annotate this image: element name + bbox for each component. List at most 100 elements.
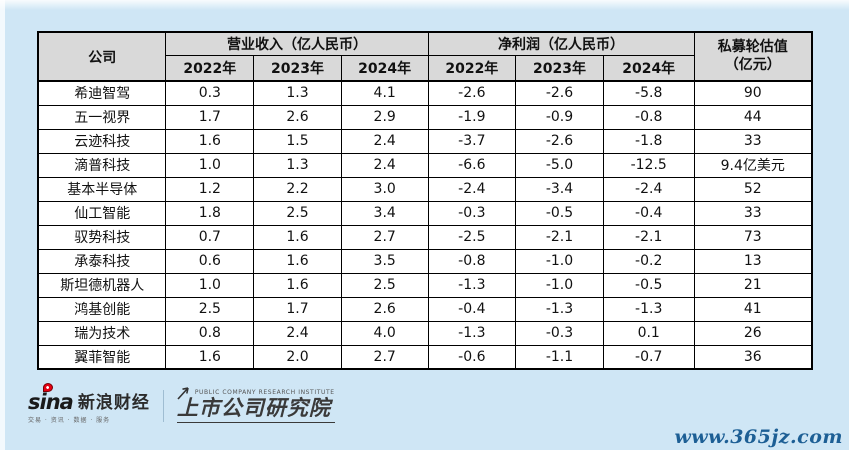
revenue-2022-cell: 0.6 <box>165 248 255 274</box>
left-edge-highlight <box>0 0 5 450</box>
profit-2022-cell: -1.3 <box>427 272 517 298</box>
footer-divider <box>162 390 164 422</box>
table-row: 五一视界 1.7 2.6 2.9 -1.9 -0.9 -0.8 44 <box>37 104 813 130</box>
revenue-2022-cell: 1.7 <box>165 104 255 130</box>
profit-2023-cell: -1.0 <box>515 272 604 298</box>
valuation-cell: 21 <box>693 272 813 298</box>
company-header: 公司 <box>37 31 167 82</box>
revenue-2024-cell: 2.7 <box>340 344 429 370</box>
company-cell: 斯坦德机器人 <box>37 272 167 298</box>
table-row: 基本半导体 1.2 2.2 3.0 -2.4 -3.4 -2.4 52 <box>37 176 813 202</box>
profit-2024-cell: 0.1 <box>602 320 695 346</box>
table-row: 驭势科技 0.7 1.6 2.7 -2.5 -2.1 -2.1 73 <box>37 224 813 250</box>
profit-2024-cell: -2.4 <box>602 176 695 202</box>
profit-2024-cell: -0.8 <box>602 104 695 130</box>
sina-finance-label: 新浪财经 <box>77 393 150 414</box>
profit-2024-cell: -0.5 <box>602 272 695 298</box>
profit-2024-cell: -1.8 <box>602 128 695 154</box>
valuation-header-line1: 私募轮估值 <box>717 39 788 55</box>
sina-eye-icon <box>43 383 53 392</box>
profit-2024-cell: -2.1 <box>602 224 695 250</box>
profit-2022-cell: -2.4 <box>427 176 517 202</box>
profit-2022-cell: -2.5 <box>427 224 517 250</box>
valuation-cell: 33 <box>693 128 813 154</box>
revenue-2023-cell: 1.6 <box>253 272 342 298</box>
revenue-group-header: 营业收入（亿人民币） <box>165 31 429 56</box>
table-row: 翼菲智能 1.6 2.0 2.7 -0.6 -1.1 -0.7 36 <box>37 344 813 370</box>
revenue-2023-cell: 2.5 <box>253 200 342 226</box>
valuation-cell: 52 <box>693 176 813 202</box>
table-row: 瑞为技术 0.8 2.4 4.0 -1.3 -0.3 0.1 26 <box>37 320 813 346</box>
table-row: 鸿基创能 2.5 1.7 2.6 -0.4 -1.3 -1.3 41 <box>37 296 813 322</box>
revenue-2022-cell: 1.0 <box>165 272 255 298</box>
revenue-2022-cell: 1.0 <box>165 152 255 178</box>
valuation-cell: 41 <box>693 296 813 322</box>
table-header: 公司 营业收入（亿人民币） 净利润（亿人民币） 私募轮估值 （亿元） 2022年… <box>37 31 813 82</box>
header-group-row: 公司 营业收入（亿人民币） 净利润（亿人民币） 私募轮估值 （亿元） <box>37 31 813 82</box>
valuation-cell: 44 <box>693 104 813 130</box>
profit-group-header: 净利润（亿人民币） <box>427 31 695 56</box>
profit-2022-cell: -6.6 <box>427 152 517 178</box>
revenue-2024-cell: 4.1 <box>340 80 429 106</box>
revenue-2024-cell: 2.5 <box>340 272 429 298</box>
revenue-2024-cell: 3.0 <box>340 176 429 202</box>
profit-2023-cell: -3.4 <box>515 176 604 202</box>
profit-2023-cell: -2.6 <box>515 128 604 154</box>
revenue-2024-cell: 2.4 <box>340 128 429 154</box>
sina-finance-logo: sina 新浪财经 交易 · 资讯 · 数据 · 服务 <box>28 383 150 424</box>
profit-2024-cell: -1.3 <box>602 296 695 322</box>
profit-year-2023-header: 2023年 <box>515 54 604 82</box>
company-cell: 驭势科技 <box>37 224 167 250</box>
valuation-cell: 73 <box>693 224 813 250</box>
table-body: 希迪智驾 0.3 1.3 4.1 -2.6 -2.6 -5.8 90 五一视界 1.7 2.6 2.9… <box>37 80 813 370</box>
revenue-2022-cell: 1.6 <box>165 128 255 154</box>
company-cell: 承泰科技 <box>37 248 167 274</box>
valuation-cell: 36 <box>693 344 813 370</box>
profit-2023-cell: -1.1 <box>515 344 604 370</box>
arrow-up-icon <box>175 383 193 405</box>
profit-2023-cell: -2.6 <box>515 80 604 106</box>
valuation-header-line2: （亿元） <box>724 56 781 73</box>
company-cell: 仙工智能 <box>37 200 167 226</box>
sina-tagline: 交易 · 资讯 · 数据 · 服务 <box>28 417 111 424</box>
valuation-cell: 26 <box>693 320 813 346</box>
company-cell: 鸿基创能 <box>37 296 167 322</box>
profit-2024-cell: -12.5 <box>602 152 695 178</box>
company-cell: 希迪智驾 <box>37 80 167 106</box>
profit-2024-cell: -0.2 <box>602 248 695 274</box>
profit-2022-cell: -0.3 <box>427 200 517 226</box>
revenue-year-2022-header: 2022年 <box>165 54 255 82</box>
watermark-url: www.365jz.com <box>674 426 843 448</box>
profit-2022-cell: -1.3 <box>427 320 517 346</box>
profit-2023-cell: -5.0 <box>515 152 604 178</box>
valuation-cell: 90 <box>693 80 813 106</box>
revenue-2022-cell: 0.8 <box>165 320 255 346</box>
revenue-2023-cell: 1.5 <box>253 128 342 154</box>
table-row: 希迪智驾 0.3 1.3 4.1 -2.6 -2.6 -5.8 90 <box>37 80 813 106</box>
profit-2023-cell: -0.3 <box>515 320 604 346</box>
revenue-2024-cell: 2.9 <box>340 104 429 130</box>
company-cell: 云迹科技 <box>37 128 167 154</box>
profit-2023-cell: -0.9 <box>515 104 604 130</box>
revenue-2022-cell: 1.8 <box>165 200 255 226</box>
footer-logos: sina 新浪财经 交易 · 资讯 · 数据 · 服务 PUBLIC COMPA… <box>28 383 335 427</box>
institute-chinese-label: 上市公司研究院 <box>176 396 335 423</box>
profit-2022-cell: -0.8 <box>427 248 517 274</box>
revenue-2023-cell: 1.6 <box>253 248 342 274</box>
revenue-2023-cell: 2.4 <box>253 320 342 346</box>
profit-2023-cell: -0.5 <box>515 200 604 226</box>
sina-wordmark: sina <box>28 390 74 414</box>
revenue-2024-cell: 3.4 <box>340 200 429 226</box>
revenue-2023-cell: 1.3 <box>253 80 342 106</box>
table-row: 云迹科技 1.6 1.5 2.4 -3.7 -2.6 -1.8 33 <box>37 128 813 154</box>
revenue-year-2024-header: 2024年 <box>340 54 429 82</box>
top-edge-highlight <box>0 0 849 10</box>
revenue-2023-cell: 1.7 <box>253 296 342 322</box>
profit-2022-cell: -0.4 <box>427 296 517 322</box>
profit-2023-cell: -1.0 <box>515 248 604 274</box>
profit-2024-cell: -5.8 <box>602 80 695 106</box>
revenue-2023-cell: 1.6 <box>253 224 342 250</box>
research-institute-logo: PUBLIC COMPANY RESEARCH INSTITUTE 上市公司研究… <box>176 387 335 423</box>
revenue-year-2023-header: 2023年 <box>253 54 342 82</box>
institute-english-label: PUBLIC COMPANY RESEARCH INSTITUTE <box>194 389 335 397</box>
